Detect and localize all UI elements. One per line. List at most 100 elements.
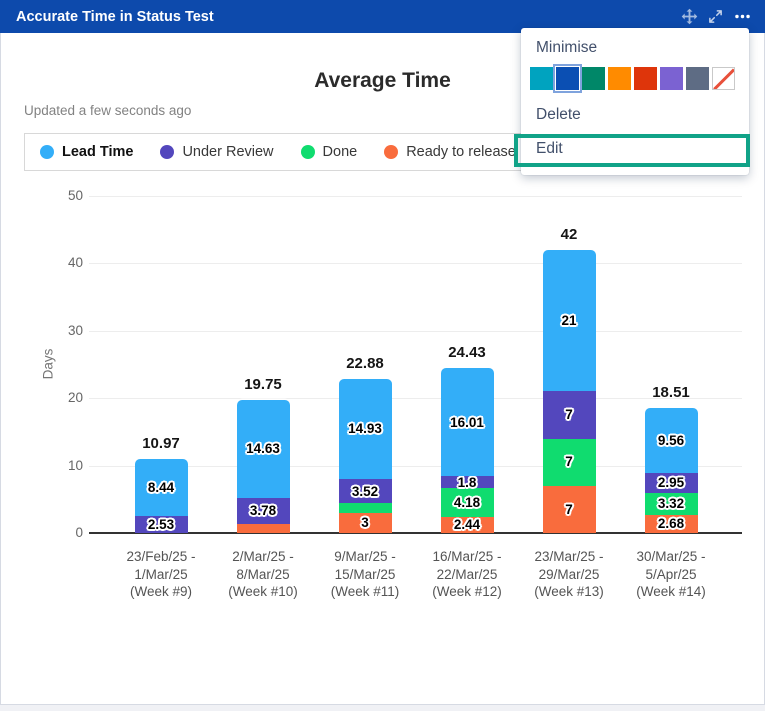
x-axis-category-line: (Week #11) [330,584,400,599]
titlebar-icons [681,7,765,26]
x-axis-category-label: 23/Feb/25 - 1/Mar/25 (Week #9) [103,548,219,601]
more-icon[interactable] [733,7,752,26]
bar-segment-value: 7 [565,407,573,423]
gridline-40 [89,263,742,265]
x-axis-category-line: 23/Mar/25 - [534,549,604,564]
color-swatch-5[interactable] [634,67,657,90]
expand-icon[interactable] [708,9,723,24]
color-swatch-row [530,64,735,93]
x-axis-category-label: 30/Mar/25 - 5/Apr/25 (Week #14) [613,548,729,601]
gridline-10 [89,465,742,467]
x-axis-category-line: (Week #13) [534,584,604,599]
updated-text: Updated a few seconds ago [24,103,192,118]
bar-segment[interactable]: 3 [338,512,392,533]
gadget-titlebar: Accurate Time in Status Test [0,0,765,33]
context-menu: Minimise Delete Edit [521,28,749,175]
color-swatch-3[interactable] [582,67,605,90]
legend-item-label: Under Review [182,144,274,160]
bar-segment[interactable]: 14.63 [236,399,290,499]
legend-item-label: Done [322,144,358,160]
legend-item-under-review[interactable]: Under Review [160,144,274,160]
bar-segment[interactable]: 2.95 [644,472,698,493]
color-swatch-6[interactable] [660,67,683,90]
y-axis-tick-label: 0 [75,525,83,540]
bar-segment-value: 2.53 [147,516,175,532]
bar-segment[interactable] [338,503,392,513]
bar-segment[interactable]: 3.32 [644,492,698,515]
legend-item-label: Ready to release [406,144,516,160]
x-axis-category-line: 22/Mar/25 [436,566,498,582]
color-swatch-7[interactable] [686,67,709,90]
bar-segment-value: 9.56 [657,432,685,448]
x-axis-category-line: 5/Apr/25 [645,566,697,582]
bar-total-value: 42 [560,225,578,243]
x-axis-category-label: 23/Mar/25 - 29/Mar/25 (Week #13) [511,548,627,601]
menu-item-edit[interactable]: Edit [536,140,563,157]
bar-segment[interactable]: 14.93 [338,378,392,480]
bar-segment[interactable]: 2.53 [134,515,188,533]
gridline-50 [89,196,742,197]
x-axis-category-line: 29/Mar/25 [538,566,600,582]
bar-segment[interactable]: 7 [542,438,596,486]
legend-item-done[interactable]: Done [300,144,358,160]
bar-total-value: 24.43 [448,344,486,362]
bar-segment[interactable]: 3.52 [338,479,392,504]
stacked-bar-chart: 0 10 20 30 40 50 Days 2.53 8.44 10.97 23/Feb/25 - 1… [1,180,764,610]
bar-segment-value: 3.32 [657,495,685,511]
bar-segment[interactable]: 7 [542,391,596,439]
bar-segment[interactable]: 7 [542,485,596,533]
bar-segment-value: 3 [361,515,369,531]
x-axis-category-line: (Week #14) [636,584,706,599]
color-swatch-1[interactable] [530,67,553,90]
bar-segment[interactable]: 21 [542,249,596,392]
x-axis-category-label: 9/Mar/25 - 15/Mar/25 (Week #11) [307,548,423,601]
y-axis-tick-label: 30 [67,322,83,338]
color-swatch-4[interactable] [608,67,631,90]
bar-segment[interactable]: 1.8 [440,474,494,490]
bar-segment-value: 14.93 [348,421,382,437]
bar-segment-value: 1.8 [457,474,477,490]
color-swatch-2[interactable] [553,64,582,93]
gridline-20 [89,398,742,400]
x-axis-category-line: 2/Mar/25 - [232,549,294,564]
bar-segment[interactable]: 16.01 [440,368,494,477]
y-axis-tick-label: 20 [67,390,83,406]
menu-item-delete[interactable]: Delete [536,106,581,123]
x-axis-category-line: (Week #12) [432,584,502,599]
gadget-title: Accurate Time in Status Test [16,8,214,25]
bar-segment[interactable]: 9.56 [644,408,698,473]
move-icon[interactable] [681,8,698,25]
legend-dot-icon [384,145,399,159]
legend-item-ready-to-release[interactable]: Ready to release [384,144,516,160]
bar-segment-value: 14.63 [246,441,280,457]
bar-total-value: 22.88 [346,354,384,372]
x-axis-category-line: 1/Mar/25 [134,566,188,582]
bar-segment[interactable]: 4.18 [440,488,494,517]
x-axis-category-line: 16/Mar/25 - [432,549,502,564]
bar-segment[interactable]: 8.44 [134,459,188,516]
x-axis-line [89,532,742,534]
bar-segment[interactable] [236,523,290,533]
bar-segment-value: 3.52 [351,483,379,499]
legend-item-lead-time[interactable]: Lead Time [40,144,133,160]
bar-segment[interactable]: 3.78 [236,498,290,524]
x-axis-category-line: 23/Feb/25 - [126,549,196,564]
color-swatch-none[interactable] [712,67,735,90]
x-axis-category-line: 15/Mar/25 [334,566,396,582]
menu-item-minimise[interactable]: Minimise [536,39,598,56]
bar-segment-value: 3.78 [249,503,277,519]
bar-segment-value: 8.44 [147,479,175,495]
y-axis-tick-label: 50 [67,188,83,203]
y-axis-tick-label: 10 [67,457,83,473]
legend-dot-icon [160,145,175,159]
bar-segment[interactable]: 2.44 [440,516,494,533]
x-axis-category-line: 9/Mar/25 - [334,549,396,564]
bar-segment-value: 2.44 [453,517,481,533]
y-axis-tick-label: 40 [67,255,83,271]
bar-segment-value: 2.95 [657,474,685,490]
bar-segment[interactable]: 2.68 [644,514,698,533]
bar-segment-value: 2.68 [657,516,685,532]
x-axis-category-line: 30/Mar/25 - [636,549,706,564]
y-axis-title: Days [40,348,56,380]
x-axis-category-label: 16/Mar/25 - 22/Mar/25 (Week #12) [409,548,525,601]
